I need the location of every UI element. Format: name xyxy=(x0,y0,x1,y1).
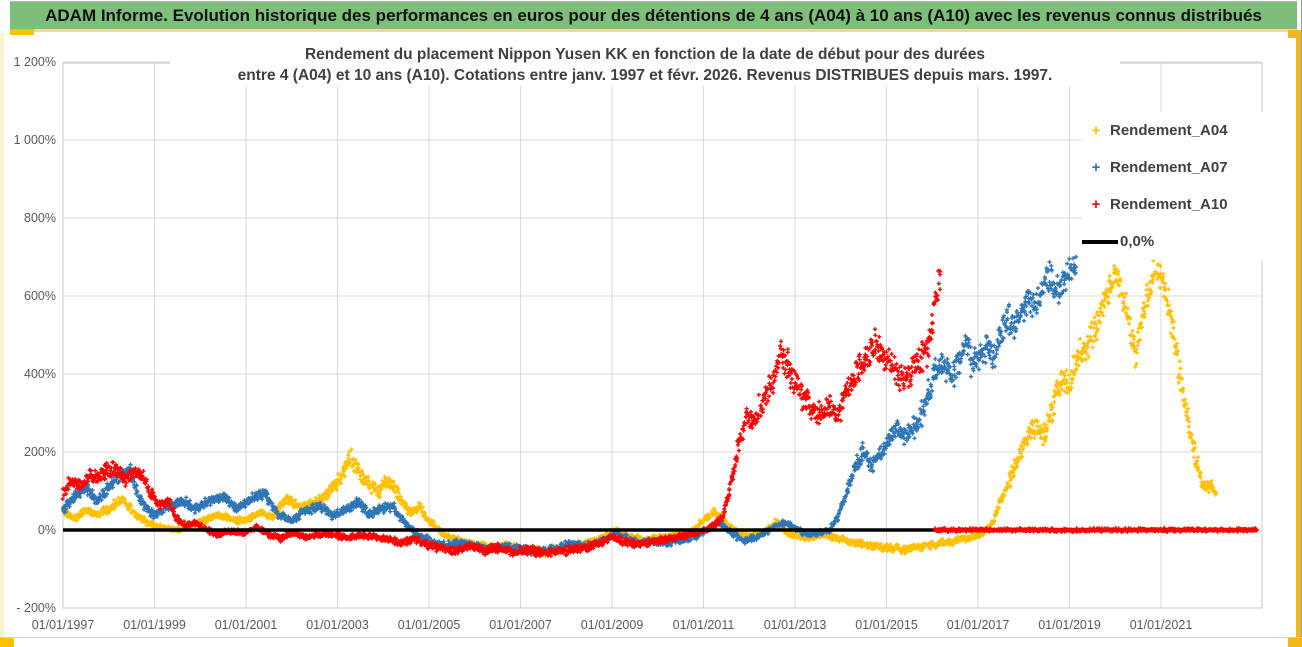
y-tick-label: 600% xyxy=(24,289,56,303)
series-rendement_a07 xyxy=(61,254,1079,558)
legend: + Rendement_A04 + Rendement_A07 + Rendement_A… xyxy=(1082,112,1268,260)
gold-accent-top-right xyxy=(1288,30,1302,38)
y-tick-label: 800% xyxy=(24,211,56,225)
gold-underline xyxy=(10,29,1297,32)
x-tick-label: 01/01/2007 xyxy=(489,618,552,632)
x-tick-label: 01/01/1999 xyxy=(123,618,186,632)
legend-label: Rendement_A10 xyxy=(1110,196,1228,213)
chart-title-line1: Rendement du placement Nippon Yusen KK e… xyxy=(304,46,986,63)
legend-plus-marker: + xyxy=(1091,196,1101,213)
x-tick-label: 01/01/2011 xyxy=(672,618,735,632)
x-tick-label: 01/01/2009 xyxy=(580,618,644,632)
legend-line-marker xyxy=(1082,239,1118,244)
x-tick-label: 01/01/2019 xyxy=(1038,618,1101,632)
page-edge-bottom xyxy=(0,637,1302,638)
gold-accent-bottom-left xyxy=(0,638,14,647)
gold-border-right xyxy=(1296,38,1301,647)
page-title: ADAM Informe. Evolution historique des p… xyxy=(10,1,1297,30)
x-tick-label: 01/01/1997 xyxy=(31,618,95,632)
legend-label: Rendement_A04 xyxy=(1110,122,1228,139)
legend-label: 0,0% xyxy=(1120,233,1155,250)
legend-item-rendement-a07[interactable]: + Rendement_A07 xyxy=(1082,149,1268,186)
series-rendement_a10 xyxy=(60,268,943,559)
legend-item-0-0-[interactable]: 0,0% xyxy=(1082,223,1268,260)
legend-item-rendement-a10[interactable]: + Rendement_A10 xyxy=(1082,186,1268,223)
y-tick-label: 1 200% xyxy=(13,55,56,69)
chart-title-line2: entre 4 (A04) et 10 ans (A10). Cotations… xyxy=(237,67,1053,84)
page-edge-left xyxy=(0,33,4,637)
page-title-text: ADAM Informe. Evolution historique des p… xyxy=(45,6,1262,25)
legend-label: Rendement_A07 xyxy=(1110,159,1228,176)
x-tick-label: 01/01/2013 xyxy=(763,618,827,632)
legend-item-rendement-a04[interactable]: + Rendement_A04 xyxy=(1082,112,1268,149)
y-tick-label: 0% xyxy=(37,523,56,537)
chart-title: Rendement du placement Nippon Yusen KK e… xyxy=(170,44,1120,86)
x-tick-label: 01/01/2005 xyxy=(397,618,461,632)
y-tick-label: - 200% xyxy=(16,601,56,615)
gold-accent-top-left xyxy=(10,29,34,35)
x-tick-label: 01/01/2017 xyxy=(946,618,1010,632)
y-tick-label: 400% xyxy=(24,367,56,381)
y-tick-label: 1 000% xyxy=(13,133,56,147)
y-tick-label: 200% xyxy=(24,445,56,459)
legend-plus-marker: + xyxy=(1091,122,1101,139)
x-tick-label: 01/01/2001 xyxy=(214,618,278,632)
x-tick-label: 01/01/2003 xyxy=(306,618,369,632)
x-tick-label: 01/01/2021 xyxy=(1129,618,1193,632)
flat-zero-marks xyxy=(932,525,1259,535)
x-tick-label: 01/01/2015 xyxy=(855,618,918,632)
gold-accent-bottom-right xyxy=(1288,638,1302,647)
legend-plus-marker: + xyxy=(1091,159,1101,176)
